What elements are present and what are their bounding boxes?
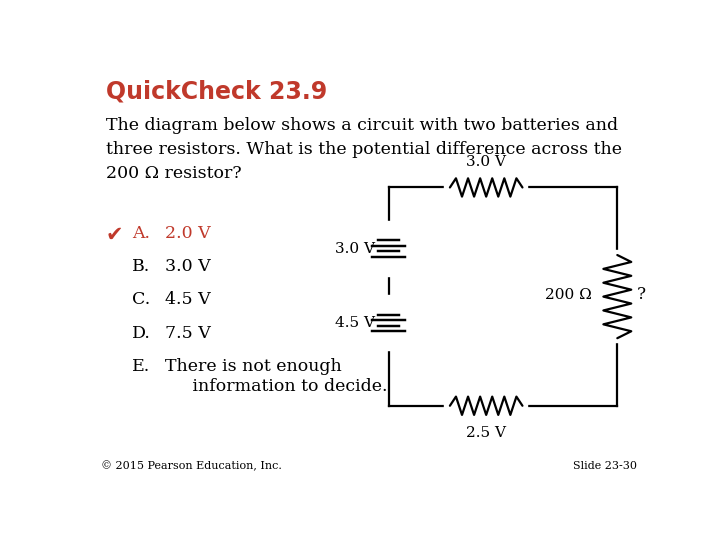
Text: 4.5 V: 4.5 V bbox=[166, 292, 211, 308]
Text: B.: B. bbox=[132, 258, 150, 275]
Text: There is not enough
     information to decide.: There is not enough information to decid… bbox=[166, 358, 388, 395]
Text: 4.5 V: 4.5 V bbox=[335, 316, 374, 330]
Text: 7.5 V: 7.5 V bbox=[166, 325, 211, 342]
Text: 3.0 V: 3.0 V bbox=[335, 241, 374, 255]
Text: C.: C. bbox=[132, 292, 150, 308]
Text: 3.0 V: 3.0 V bbox=[166, 258, 211, 275]
Text: E.: E. bbox=[132, 358, 150, 375]
Text: 2.5 V: 2.5 V bbox=[466, 426, 506, 440]
Text: The diagram below shows a circuit with two batteries and
three resistors. What i: The diagram below shows a circuit with t… bbox=[106, 117, 621, 182]
Text: A.: A. bbox=[132, 225, 150, 242]
Text: 2.0 V: 2.0 V bbox=[166, 225, 211, 242]
Text: Slide 23-30: Slide 23-30 bbox=[573, 462, 637, 471]
Text: ✔: ✔ bbox=[106, 225, 123, 245]
Text: ?: ? bbox=[637, 286, 646, 303]
Text: 3.0 V: 3.0 V bbox=[466, 155, 506, 168]
Text: 200 Ω: 200 Ω bbox=[546, 287, 592, 301]
Text: QuickCheck 23.9: QuickCheck 23.9 bbox=[106, 79, 327, 103]
Text: D.: D. bbox=[132, 325, 150, 342]
Text: © 2015 Pearson Education, Inc.: © 2015 Pearson Education, Inc. bbox=[101, 461, 282, 471]
